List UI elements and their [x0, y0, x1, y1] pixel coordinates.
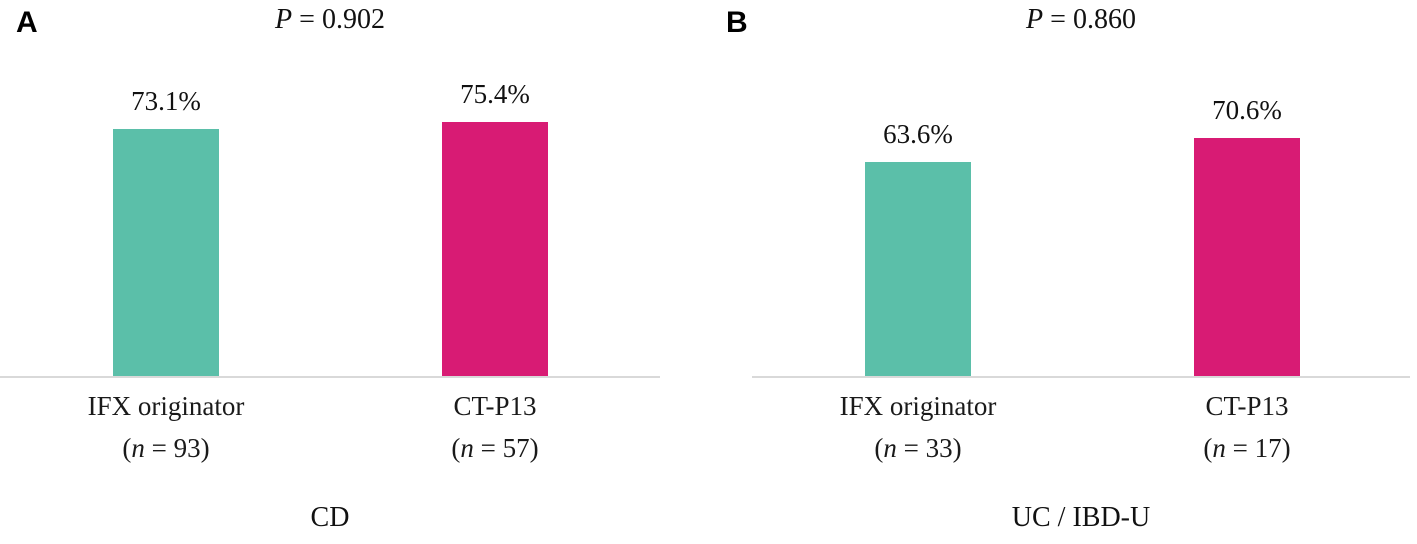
p-value-label-a: P = 0.902	[0, 4, 660, 36]
bar-group-a-ifx-originator: 73.1%	[113, 86, 219, 378]
axis-title-b: UC / IBD-U	[1011, 502, 1151, 533]
paren-open: (	[122, 433, 132, 463]
category-label: IFX originator	[87, 391, 245, 421]
sample-size-label: (n = 57)	[345, 426, 645, 470]
bar-value-label: 73.1%	[131, 86, 201, 116]
p-value-label-b: P = 0.860	[752, 4, 1410, 36]
bar-value-label: 75.4%	[460, 79, 530, 109]
paren-open: (	[451, 433, 461, 463]
n-value: = 57)	[473, 433, 539, 463]
panel-b: P = 0.860 63.6% 70.6% IFX originator (n …	[752, 0, 1410, 544]
paren-open: (	[1203, 433, 1213, 463]
x-axis-line-b	[752, 376, 1410, 378]
bar-group-a-ct-p13: 75.4%	[442, 79, 548, 378]
p-symbol: P	[275, 4, 293, 35]
bar-value-label: 63.6%	[883, 119, 953, 149]
bar-group-b-ifx-originator: 63.6%	[865, 119, 971, 378]
axis-title-a: CD	[310, 502, 350, 533]
category-label: IFX originator	[839, 391, 997, 421]
n-value: = 17)	[1225, 433, 1291, 463]
bar-b-ifx-originator	[865, 162, 971, 378]
tick-label-a-ifx-originator: IFX originator (n = 93)	[16, 386, 316, 470]
category-label: CT-P13	[453, 391, 537, 421]
paren-open: (	[874, 433, 884, 463]
panel-b-letter: B	[726, 6, 748, 39]
bar-value-label: 70.6%	[1212, 95, 1282, 125]
n-symbol: n	[460, 433, 474, 463]
n-symbol: n	[1212, 433, 1226, 463]
bar-b-ct-p13	[1194, 138, 1300, 378]
p-value-text: = 0.860	[1043, 4, 1136, 35]
p-value-text: = 0.902	[292, 4, 385, 35]
n-value: = 93)	[144, 433, 210, 463]
sample-size-label: (n = 17)	[1097, 426, 1397, 470]
sample-size-label: (n = 33)	[768, 426, 1068, 470]
panel-a-letter: A	[16, 6, 38, 39]
tick-label-b-ifx-originator: IFX originator (n = 33)	[768, 386, 1068, 470]
bar-group-b-ct-p13: 70.6%	[1194, 95, 1300, 378]
n-symbol: n	[131, 433, 145, 463]
p-symbol: P	[1026, 4, 1044, 35]
bar-a-ifx-originator	[113, 129, 219, 378]
category-label: CT-P13	[1205, 391, 1289, 421]
sample-size-label: (n = 93)	[16, 426, 316, 470]
n-symbol: n	[883, 433, 897, 463]
tick-label-b-ct-p13: CT-P13 (n = 17)	[1097, 386, 1397, 470]
bar-a-ct-p13	[442, 122, 548, 378]
x-axis-line-a	[0, 376, 660, 378]
tick-label-a-ct-p13: CT-P13 (n = 57)	[345, 386, 645, 470]
panel-a: P = 0.902 73.1% 75.4% IFX originator (n …	[0, 0, 660, 544]
n-value: = 33)	[896, 433, 962, 463]
